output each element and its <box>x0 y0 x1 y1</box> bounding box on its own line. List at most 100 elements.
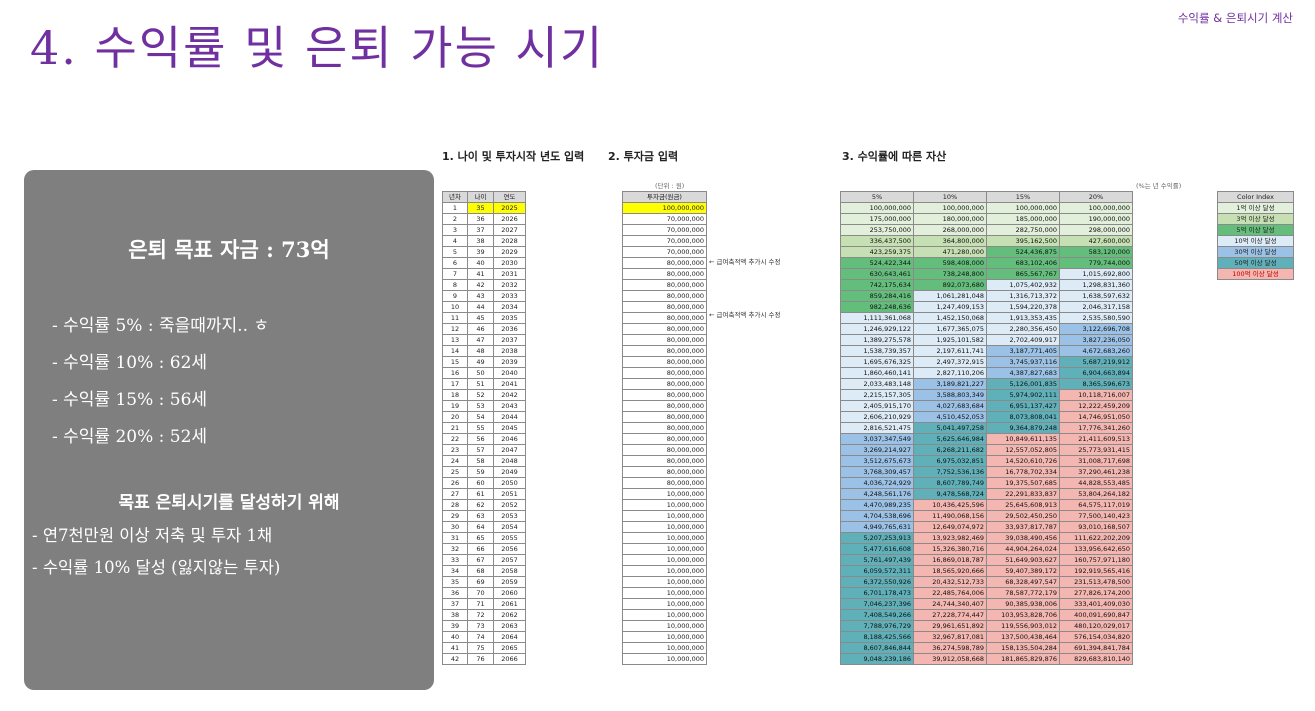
asset-cell: 3,122,696,708 <box>1059 323 1133 335</box>
asset-cell: 1,538,739,357 <box>840 345 914 357</box>
asset-cell: 1,452,150,068 <box>913 312 987 324</box>
table-row: 19 53 2043 <box>442 400 526 412</box>
asset-cell: 160,757,971,180 <box>1059 554 1133 566</box>
table-row: 100억 이상 달성 <box>1217 268 1294 280</box>
asset-cell: 8,073,808,041 <box>986 411 1060 423</box>
asset-cell: 10,118,716,007 <box>1059 389 1133 401</box>
age-cell: 26 <box>442 477 468 489</box>
age-cell: 64 <box>467 521 494 533</box>
age-cell: 2051 <box>493 488 526 500</box>
investment-cell: 80,000,000 <box>622 389 707 401</box>
age-cell: 16 <box>442 367 468 379</box>
age-cell: 6 <box>442 257 468 269</box>
age-cell: 28 <box>442 499 468 511</box>
table-row: 10,000,000 <box>622 576 707 588</box>
table-row: 80,000,000 <box>622 455 707 467</box>
investment-cell: 70,000,000 <box>622 246 707 258</box>
asset-cell: 6,701,178,473 <box>840 587 914 599</box>
table-row: 80,000,000 <box>622 301 707 313</box>
table-row: 34 68 2058 <box>442 565 526 577</box>
asset-cell: 16,869,018,787 <box>913 554 987 566</box>
investment-cell: 80,000,000 <box>622 312 707 324</box>
asset-cell: 3,512,675,673 <box>840 455 914 467</box>
color-index-item: 50억 이상 달성 <box>1217 257 1294 269</box>
age-cell: 23 <box>442 444 468 456</box>
age-cell: 2057 <box>493 554 526 566</box>
age-cell: 12 <box>442 323 468 335</box>
age-cell: 40 <box>442 631 468 643</box>
investment-cell: 70,000,000 <box>622 213 707 225</box>
investment-cell: 80,000,000 <box>622 356 707 368</box>
table-row: 22 56 2046 <box>442 433 526 445</box>
asset-cell: 9,364,879,248 <box>986 422 1060 434</box>
asset-cell: 6,951,137,427 <box>986 400 1060 412</box>
asset-cell: 6,372,550,926 <box>840 576 914 588</box>
table-row: 10,000,000 <box>622 554 707 566</box>
table-row: 80,000,000 <box>622 323 707 335</box>
table-row: 17 51 2041 <box>442 378 526 390</box>
age-cell: 10 <box>442 301 468 313</box>
age-cell: 57 <box>467 444 494 456</box>
investment-cell: 80,000,000 <box>622 455 707 467</box>
age-cell: 2025 <box>493 202 526 214</box>
asset-cell: 1,695,676,325 <box>840 356 914 368</box>
asset-cell: 103,953,828,706 <box>986 609 1060 621</box>
table-row: 18 52 2042 <box>442 389 526 401</box>
asset-cell: 2,405,915,170 <box>840 400 914 412</box>
table-row: 50억 이상 달성 <box>1217 257 1294 269</box>
age-cell: 72 <box>467 609 494 621</box>
age-cell: 41 <box>467 268 494 280</box>
asset-cell: 59,407,389,172 <box>986 565 1060 577</box>
table-row: 2 36 2026 <box>442 213 526 225</box>
corner-label: 수익률 & 은퇴시기 계산 <box>1177 11 1293 25</box>
age-cell: 4 <box>442 235 468 247</box>
table-row: 6,372,550,926 20,432,512,733 68,328,497,54… <box>840 576 1133 588</box>
age-cell: 41 <box>442 642 468 654</box>
color-index-item: 5억 이상 달성 <box>1217 224 1294 236</box>
table-row: 175,000,000 180,000,000 185,000,000 190,000… <box>840 213 1133 225</box>
table-row: 100,000,000 100,000,000 100,000,000 100,000… <box>840 202 1133 214</box>
unit-note: (단위 : 원) <box>655 182 685 190</box>
age-header-cell: 년차 <box>442 191 468 203</box>
asset-cell: 8,607,789,749 <box>913 477 987 489</box>
asset-cell: 598,408,000 <box>913 257 987 269</box>
age-cell: 2044 <box>493 411 526 423</box>
asset-cell: 137,500,438,464 <box>986 631 1060 643</box>
table-row: 1,111,361,068 1,452,150,068 1,913,353,435 2… <box>840 312 1133 324</box>
table-row: 80,000,000 <box>622 444 707 456</box>
section-title-assets: 3. 수익률에 따른 자산 <box>842 150 947 163</box>
age-cell: 49 <box>467 356 494 368</box>
asset-cell: 1,860,460,141 <box>840 367 914 379</box>
asset-cell: 2,702,409,917 <box>986 334 1060 346</box>
table-row: 7 41 2031 <box>442 268 526 280</box>
asset-cell: 190,000,000 <box>1059 213 1133 225</box>
age-cell: 39 <box>467 246 494 258</box>
age-cell: 2030 <box>493 257 526 269</box>
table-row: 36 70 2060 <box>442 587 526 599</box>
investment-cell: 10,000,000 <box>622 576 707 588</box>
age-cell: 15 <box>442 356 468 368</box>
table-row: 2,816,521,475 5,041,497,258 9,364,879,248 1… <box>840 422 1133 434</box>
asset-cell: 576,154,034,820 <box>1059 631 1133 643</box>
asset-header-cell: 5% <box>840 191 914 203</box>
age-cell: 2054 <box>493 521 526 533</box>
asset-cell: 19,375,507,685 <box>986 477 1060 489</box>
asset-cell: 51,649,903,627 <box>986 554 1060 566</box>
age-header-cell: 나이 <box>467 191 494 203</box>
age-cell: 19 <box>442 400 468 412</box>
age-cell: 58 <box>467 455 494 467</box>
table-row: 2,215,157,305 3,588,803,349 5,974,902,111 1… <box>840 389 1133 401</box>
age-cell: 52 <box>467 389 494 401</box>
table-row: 10,000,000 <box>622 620 707 632</box>
asset-cell: 4,027,683,684 <box>913 400 987 412</box>
color-index-item: 100억 이상 달성 <box>1217 268 1294 280</box>
investment-table: 투자금(원금) 100,000,000 70,000,000 70,000,000 7… <box>622 191 707 665</box>
age-cell: 2026 <box>493 213 526 225</box>
age-cell: 56 <box>467 433 494 445</box>
investment-cell: 80,000,000 <box>622 400 707 412</box>
table-row: 4,036,724,929 8,607,789,749 19,375,507,685… <box>840 477 1133 489</box>
table-row: 5,761,497,439 16,869,018,787 51,649,903,62… <box>840 554 1133 566</box>
asset-header-cell: 15% <box>986 191 1060 203</box>
age-cell: 43 <box>467 290 494 302</box>
table-row: 25 59 2049 <box>442 466 526 478</box>
